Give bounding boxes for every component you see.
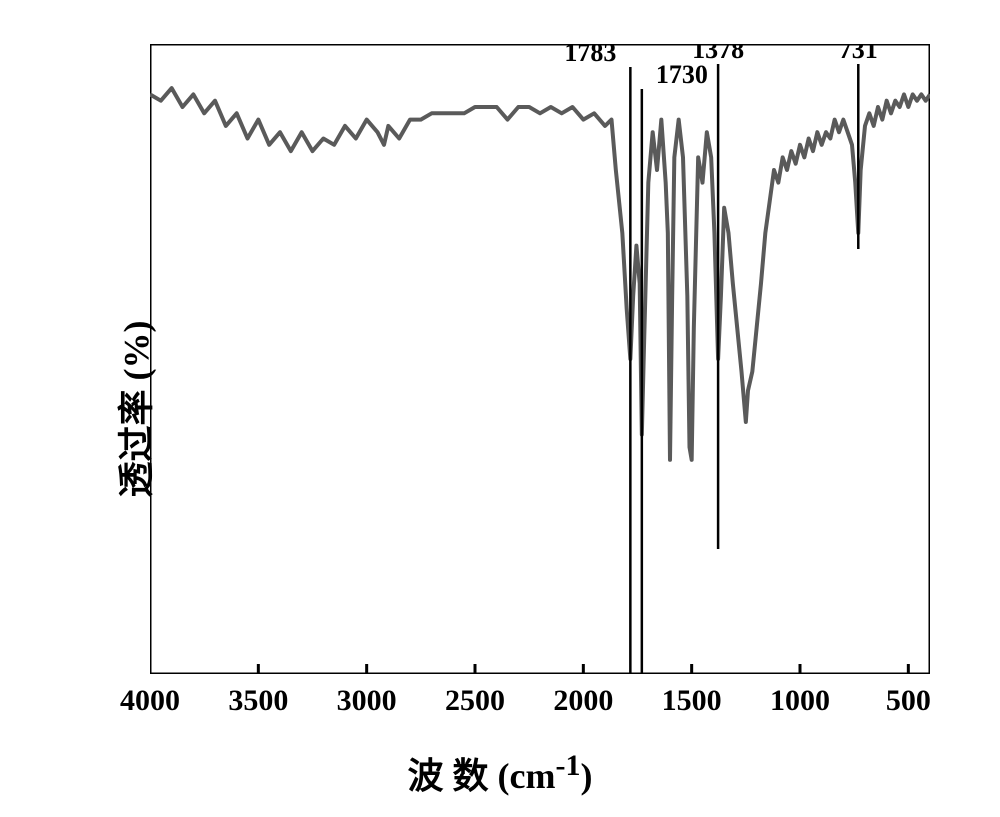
x-tick-label: 500	[886, 684, 931, 718]
x-axis-label: 波 数 (cm-1)	[408, 747, 593, 799]
peak-label: 1378	[692, 44, 744, 64]
x-axis-label-prefix: 波 数 (cm	[408, 756, 556, 796]
x-tick-label: 1000	[770, 684, 830, 718]
x-tick-labels: 4000350030002500200015001000500	[150, 684, 930, 724]
peak-label: 1783	[564, 44, 616, 67]
plot-area: 1783 17301378 731	[150, 44, 930, 674]
x-tick-label: 3000	[337, 684, 397, 718]
ir-spectrum-chart: 透过率 (%) 波 数 (cm-1) 178317301378731 40003…	[60, 34, 940, 784]
x-tick-label: 1500	[662, 684, 722, 718]
x-tick-label: 4000	[120, 684, 180, 718]
x-axis-label-suffix: )	[580, 756, 592, 796]
peak-label: 731	[839, 44, 878, 64]
x-tick-label: 3500	[228, 684, 288, 718]
x-axis-label-exp: -1	[555, 749, 580, 782]
peak-label: 1730	[656, 60, 708, 89]
x-tick-label: 2500	[445, 684, 505, 718]
x-tick-label: 2000	[553, 684, 613, 718]
spectrum-line	[150, 88, 930, 460]
